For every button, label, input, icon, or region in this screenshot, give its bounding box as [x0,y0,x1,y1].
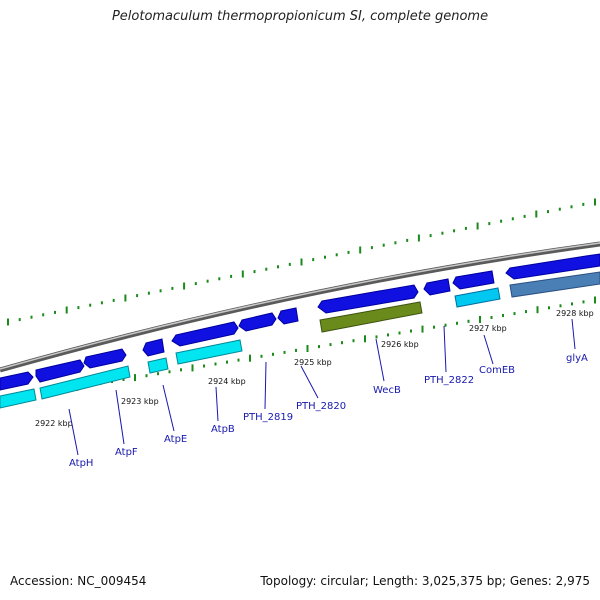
gene-arrow[interactable] [317,284,419,314]
gene-arrow[interactable] [83,348,127,369]
gene-bar[interactable] [39,365,131,400]
gene-bar[interactable] [509,271,600,298]
gene-bar[interactable] [319,301,423,333]
gene-label-glya[interactable]: glyA [566,353,588,364]
forward-strand-genes [0,253,600,391]
gene-label-atpf[interactable]: AtpF [115,447,138,458]
gene-label-comeb[interactable]: ComEB [479,365,515,376]
gene-label-pth2819[interactable]: PTH_2819 [243,412,293,423]
kbp-label: 2926 kbp [381,340,419,349]
kbp-scale-labels: 2922 kbp 2923 kbp 2924 kbp 2925 kbp 2926… [35,309,594,428]
gene-label-atpb[interactable]: AtpB [211,424,235,435]
kbp-label: 2925 kbp [294,358,332,367]
gene-label-pth2820[interactable]: PTH_2820 [296,401,346,412]
gene-label-pth2822[interactable]: PTH_2822 [424,375,474,386]
gene-bar[interactable] [0,388,37,409]
topology-text: Topology: circular; Length: 3,025,375 bp… [260,574,590,588]
gene-bar[interactable] [147,357,169,374]
genome-backbone-highlight [0,242,600,370]
reverse-strand-genes [0,271,600,409]
gene-arrow[interactable] [171,321,239,347]
gene-leader-lines [68,318,576,456]
gene-label-atpe[interactable]: AtpE [164,434,187,445]
gene-arrow[interactable] [142,338,165,357]
kbp-label: 2923 kbp [121,397,159,406]
inner-tick-row [19,296,596,401]
map-title: Pelotomaculum thermopropionicum SI, comp… [111,9,489,24]
outer-tick-row [7,198,596,326]
gene-arrow[interactable] [452,270,495,290]
gene-labels: AtpH AtpF AtpE AtpB PTH_2819 PTH_2820 We… [69,353,588,469]
accession-text: Accession: NC_009454 [10,574,147,588]
kbp-label: 2924 kbp [208,377,246,386]
gene-arrow[interactable] [423,278,451,296]
kbp-label: 2922 kbp [35,419,73,428]
gene-label-wecb[interactable]: WecB [373,385,401,396]
gene-arrow[interactable] [505,253,600,280]
gene-arrow[interactable] [0,371,34,391]
genome-backbone [0,241,600,373]
gene-bar[interactable] [175,339,243,365]
gene-arrow[interactable] [35,359,85,383]
kbp-label: 2927 kbp [469,324,507,333]
gene-label-atph[interactable]: AtpH [69,458,93,469]
gene-arrow[interactable] [238,312,277,332]
gene-arrow[interactable] [277,307,299,325]
kbp-label: 2928 kbp [556,309,594,318]
gene-bar[interactable] [454,287,501,308]
